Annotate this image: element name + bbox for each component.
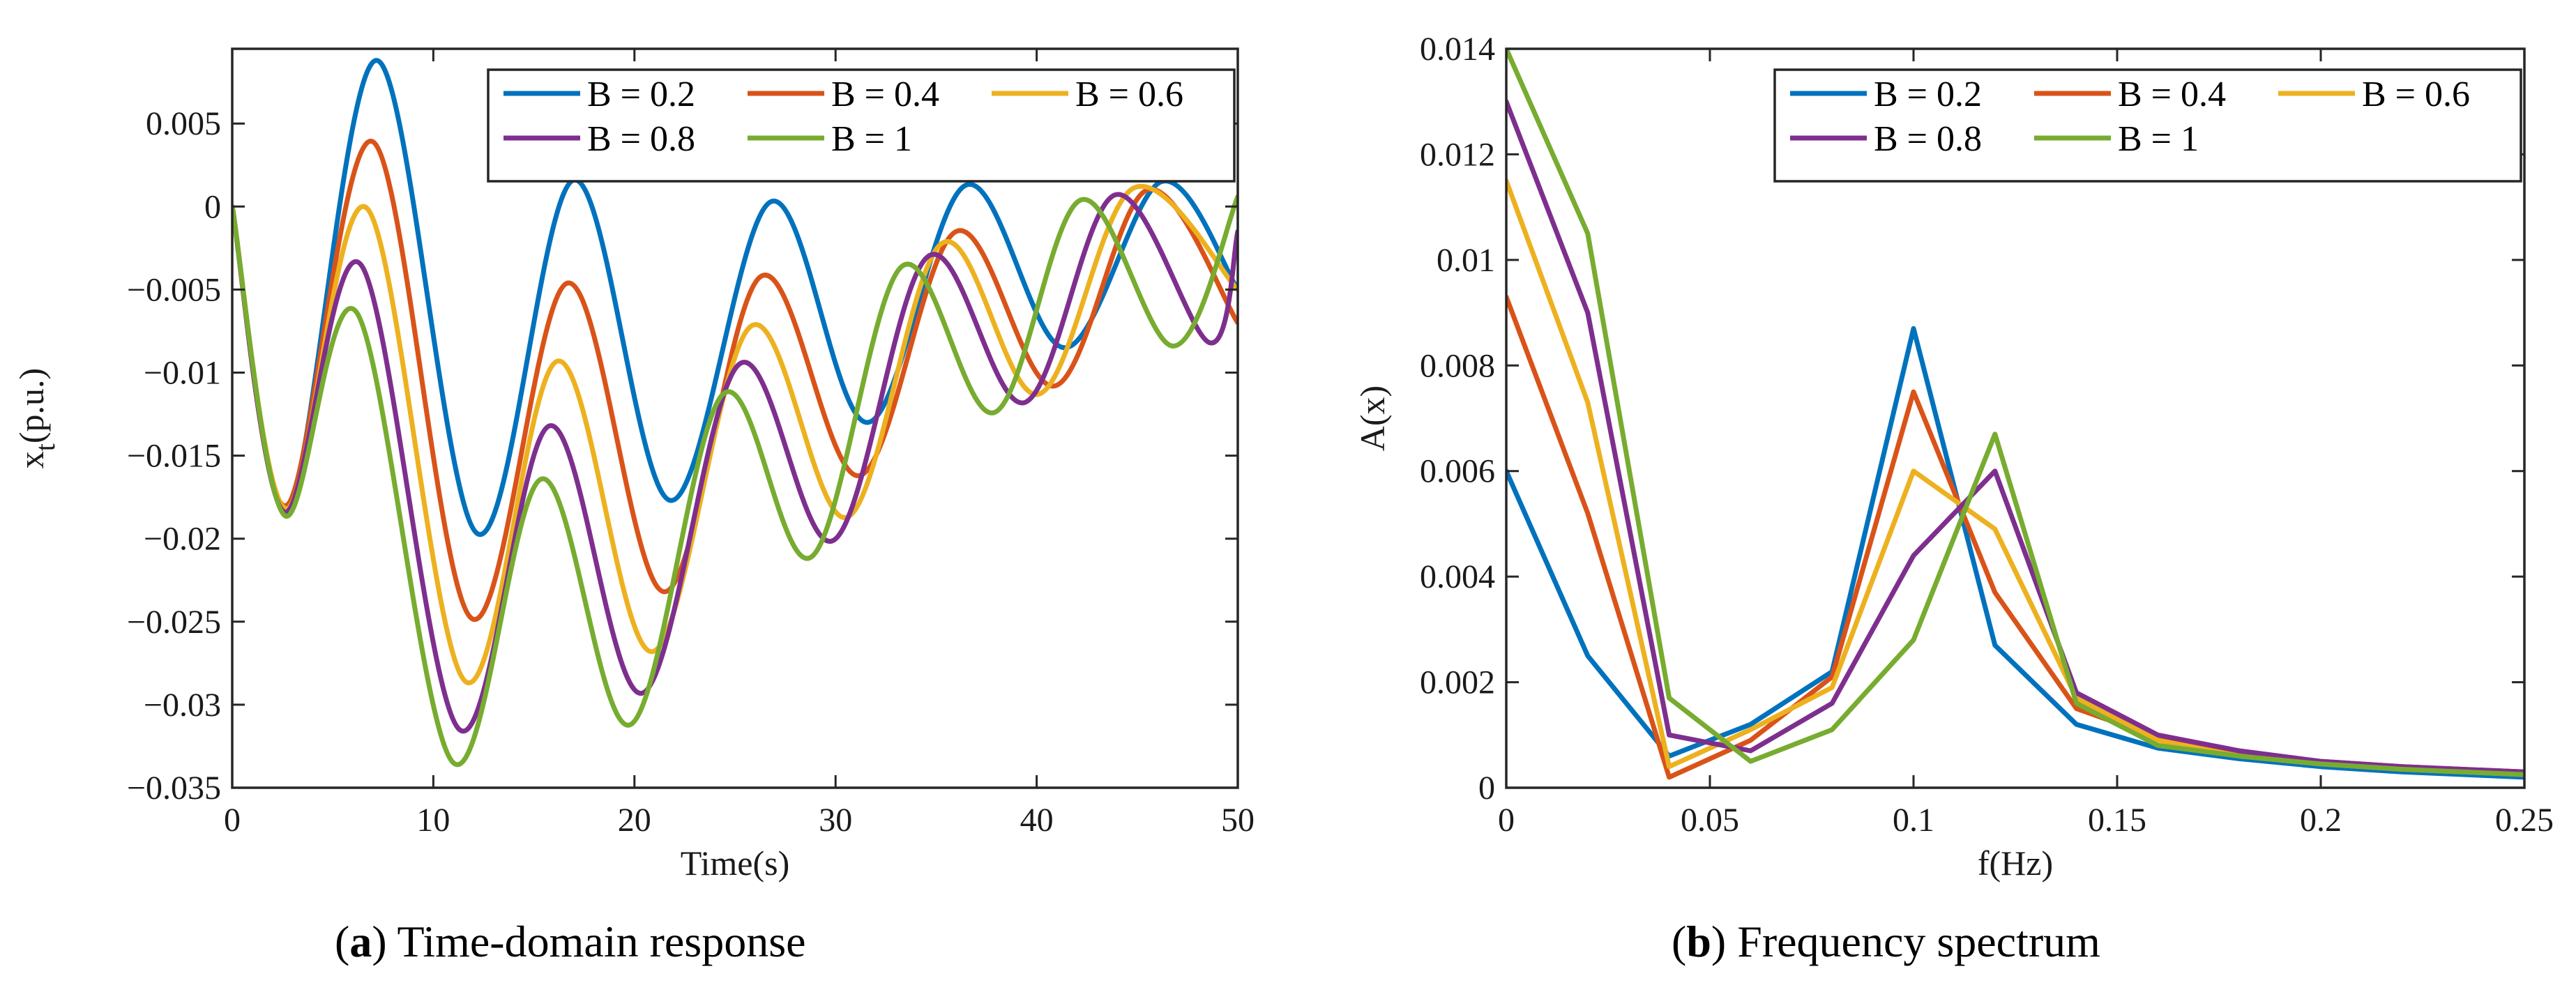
legend: B = 0.2 B = 0.4 B = 0.6 B = 0.8 B = 1	[1773, 68, 2522, 183]
y-tick-label: −0.025	[127, 604, 221, 641]
y-tick-label: 0.014	[1420, 31, 1495, 68]
panel-a-time-domain: 0 10 20 30 40 50 −0.035 −0.03 −0.025 −0.02 −0.015 −…	[12, 47, 1255, 883]
legend: B = 0.2 B = 0.4 B = 0.6 B = 0.8 B = 1	[487, 68, 1236, 183]
x-tick-label: 0.05	[1681, 802, 1739, 839]
legend-label: B = 0.4	[831, 75, 939, 114]
y-axis-label-unit: (p.u.)	[12, 368, 51, 443]
series-line-B0-4	[232, 139, 1238, 623]
y-axis-label: A(x)	[1353, 386, 1392, 451]
y-tick-label: 0.012	[1420, 136, 1495, 173]
y-tick-label: 0	[1478, 770, 1495, 807]
y-tick-label: 0.004	[1420, 558, 1495, 595]
x-tick-label: 0.2	[2300, 802, 2342, 839]
series-line-B0-8	[1506, 99, 2524, 774]
legend-label: B = 0.2	[1874, 75, 1982, 114]
series-line-B1	[232, 194, 1238, 768]
legend-box	[1773, 68, 2522, 183]
y-tick-label: −0.015	[127, 438, 221, 475]
caption-a-letter: a	[349, 917, 372, 966]
legend-label: B = 1	[2118, 119, 2199, 159]
series-line-B0-8	[232, 192, 1238, 734]
x-axis-label: f(Hz)	[1978, 844, 2053, 883]
caption-a: (a) Time-domain response	[335, 917, 806, 966]
y-tick-label: 0	[204, 188, 221, 225]
series-line-B1	[1506, 49, 2524, 777]
y-tick-label: 0.002	[1420, 664, 1495, 701]
x-axis-label: Time(s)	[681, 844, 790, 883]
caption-b-text: ) Frequency spectrum	[1711, 917, 2100, 966]
x-tick-label: 30	[819, 802, 852, 839]
y-tick-label: −0.03	[144, 687, 221, 724]
axes-box	[231, 47, 1239, 789]
x-tick-label: 0.15	[2088, 802, 2146, 839]
legend-box	[487, 68, 1236, 183]
y-axis-label-main: x	[12, 451, 51, 468]
legend-label: B = 0.2	[587, 75, 695, 114]
x-tick-label: 50	[1221, 802, 1255, 839]
x-tick-label: 0.25	[2495, 802, 2554, 839]
y-tick-label: 0.008	[1420, 347, 1495, 384]
caption-a-text: ) Time-domain response	[372, 917, 805, 966]
legend-label: B = 0.8	[587, 119, 695, 159]
caption-b-letter: b	[1686, 917, 1711, 966]
legend-label: B = 0.6	[2362, 75, 2470, 114]
panel-b-frequency-spectrum: 0 0.05 0.1 0.15 0.2 0.25 0 0.002 0.004 0.006 0.008…	[1353, 31, 2554, 883]
y-tick-label: 0.005	[146, 105, 221, 142]
legend-label: B = 0.4	[2118, 75, 2226, 114]
y-tick-label: 0.01	[1437, 242, 1495, 279]
series-lines	[232, 58, 1238, 768]
y-axis-label-sub: t	[29, 443, 61, 451]
y-axis-label: xt(p.u.)	[12, 368, 61, 468]
series-lines	[1506, 49, 2524, 780]
y-tick-label: 0.006	[1420, 453, 1495, 490]
x-tick-label: 0	[224, 802, 241, 839]
caption-b: (b) Frequency spectrum	[1672, 917, 2100, 966]
legend-label: B = 1	[831, 119, 912, 159]
y-tick-label: −0.005	[127, 271, 221, 308]
axes-box	[1505, 47, 2526, 789]
x-tick-label: 40	[1020, 802, 1054, 839]
legend-label: B = 0.8	[1874, 119, 1982, 159]
x-tick-label: 0	[1498, 802, 1515, 839]
y-tick-label: −0.01	[144, 354, 221, 391]
x-tick-label: 20	[618, 802, 651, 839]
legend-label: B = 0.6	[1075, 75, 1183, 114]
y-tick-label: −0.02	[144, 521, 221, 558]
x-tick-label: 10	[416, 802, 450, 839]
x-tick-label: 0.1	[1893, 802, 1934, 839]
y-tick-label: −0.035	[127, 770, 221, 807]
